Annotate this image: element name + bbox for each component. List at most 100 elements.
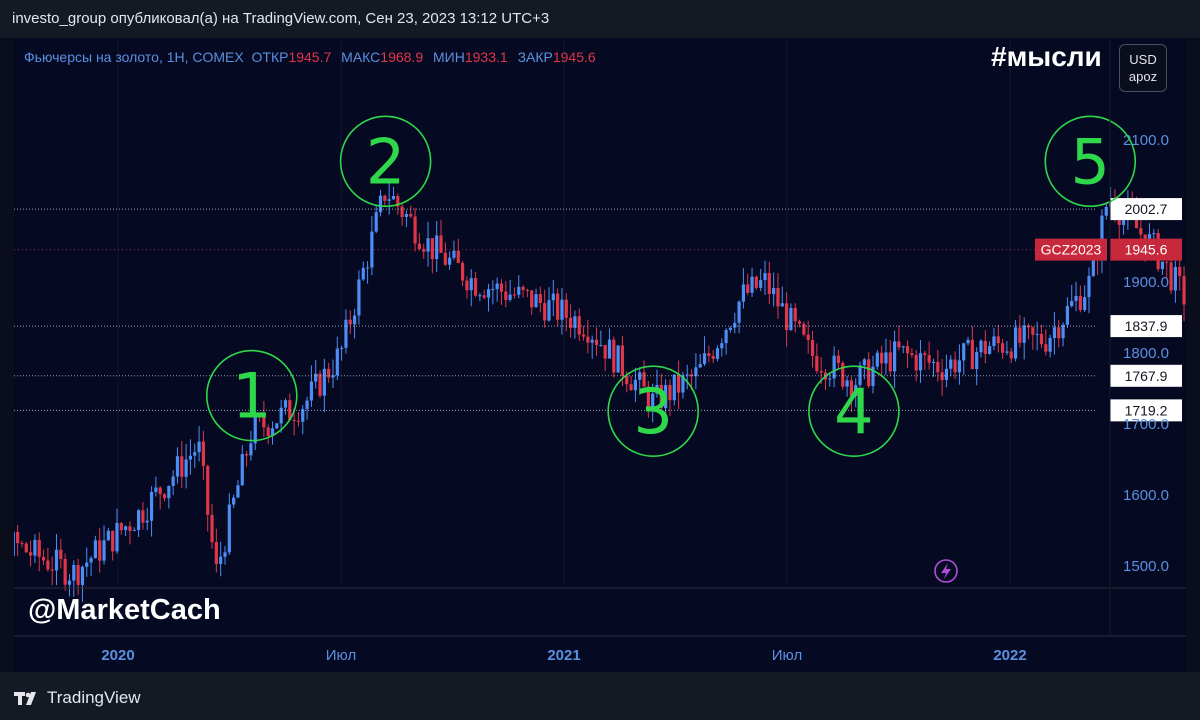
candle-body-193 [780, 303, 784, 307]
candle-body-155 [616, 345, 620, 373]
point-circle-4 [808, 365, 900, 458]
level-tag-bg-1 [1110, 315, 1182, 338]
point-label-4: 4 [834, 375, 873, 448]
candle-body-151 [599, 344, 603, 346]
candle-body-178 [715, 348, 720, 359]
candle-body-245 [1005, 351, 1009, 353]
x-tick-label-4: 2022 [993, 647, 1026, 664]
candle-body-30 [76, 564, 80, 585]
candle-body-86 [318, 373, 322, 396]
candle-body-137 [538, 294, 542, 303]
candle-body-96 [361, 267, 365, 280]
candle-body-116 [448, 257, 452, 265]
candle-body-128 [499, 283, 504, 292]
candle-body-200 [810, 339, 815, 356]
candle-body-48 [154, 487, 158, 492]
candle-body-36 [102, 540, 106, 561]
candle-body-259 [1065, 306, 1069, 325]
level-tag-label-3: 1719.2 [1125, 402, 1168, 418]
y-tick-label-2: 1700.0 [1123, 416, 1169, 433]
candle-body-117 [452, 250, 456, 258]
candle-body-163 [651, 393, 655, 410]
candle-body-31 [80, 566, 85, 585]
candle-body-69 [245, 453, 249, 456]
candle-body-72 [257, 415, 262, 417]
candle-body-81 [296, 420, 301, 422]
candle-body-198 [802, 323, 806, 335]
candle-body-161 [642, 372, 646, 387]
candle-body-206 [836, 355, 841, 363]
candle-body-153 [607, 339, 612, 359]
candle-body-212 [862, 359, 866, 366]
candle-body-240 [983, 340, 987, 354]
candlestick-chart[interactable]: 2002.7 1837.9 1767.9 1719.2 GCZ2023 1945.6 150… [14, 38, 1186, 672]
chart-area[interactable]: 2002.7 1837.9 1767.9 1719.2 GCZ2023 1945.6 150… [14, 38, 1186, 672]
candle-body-147 [581, 334, 586, 337]
currency-unit-button[interactable]: USD apoz [1119, 44, 1167, 92]
y-tick-label-5: 2100.0 [1123, 132, 1169, 149]
candle-body-263 [1083, 297, 1087, 311]
level-tag-label-1: 1837.9 [1125, 318, 1168, 334]
candle-body-271 [1117, 216, 1121, 225]
candle-body-220 [897, 341, 901, 348]
candle-body-29 [72, 564, 76, 581]
candle-body-37 [106, 530, 110, 541]
candle-body-187 [754, 276, 758, 288]
candle-body-89 [331, 375, 335, 378]
candle-body-239 [979, 340, 983, 353]
legend-open-label: ОТКР [251, 49, 289, 65]
candle-body-233 [953, 359, 957, 373]
x-tick-label-2: 2021 [547, 647, 580, 664]
candle-body-21 [37, 539, 41, 557]
candle-body-58 [197, 441, 201, 453]
point-circle-3 [607, 365, 700, 458]
candle-body-282 [1165, 261, 1169, 263]
tradingview-logo[interactable]: TradingView [14, 688, 141, 708]
candle-body-204 [828, 378, 832, 380]
candle-body-132 [517, 286, 521, 295]
candle-body-104 [396, 196, 400, 207]
y-tick-label-1: 1600.0 [1123, 487, 1169, 504]
legend-high-value: 1968.9 [380, 49, 424, 65]
candle-body-107 [409, 213, 413, 217]
candle-body-242 [992, 336, 996, 347]
candle-body-216 [880, 352, 884, 364]
candle-body-39 [115, 522, 119, 552]
candle-body-231 [944, 368, 949, 380]
instrument-tag-label: GCZ2023 [1041, 242, 1102, 258]
candle-body-25 [54, 549, 59, 571]
candle-body-224 [914, 354, 918, 371]
candle-body-22 [41, 556, 46, 561]
last-price-tag-label: 1945.6 [1125, 242, 1168, 258]
candle-body-285 [1178, 266, 1182, 277]
candle-body-46 [145, 520, 149, 523]
candle-body-144 [569, 317, 573, 328]
candle-body-146 [577, 316, 581, 335]
published-text: investo_group опубликовал(а) на TradingV… [12, 10, 550, 27]
candle-body-223 [910, 353, 914, 355]
candle-body-105 [400, 206, 404, 217]
candle-body-197 [797, 321, 802, 324]
candle-body-181 [728, 327, 733, 330]
candle-body-158 [629, 384, 633, 391]
candle-body-98 [370, 231, 374, 268]
legend-title: Фьючерсы на золото, 1Н, COMEX [24, 49, 244, 65]
candle-body-126 [491, 289, 495, 291]
candle-body-142 [560, 299, 564, 320]
legend-close-value: 1945.6 [552, 49, 596, 65]
candle-body-162 [646, 386, 650, 410]
hashtag-label: #мысли [991, 41, 1102, 72]
currency-line-2: apoz [1128, 69, 1158, 84]
candle-body-230 [940, 372, 944, 380]
candle-body-122 [473, 278, 478, 296]
candle-body-70 [249, 443, 253, 456]
candle-body-66 [232, 497, 236, 505]
candle-body-214 [871, 366, 875, 387]
candle-body-77 [279, 407, 283, 424]
candle-body-91 [340, 347, 344, 349]
candle-body-115 [443, 252, 447, 265]
candle-body-157 [625, 375, 629, 385]
candle-body-26 [59, 549, 63, 560]
candle-body-201 [815, 355, 819, 372]
candle-body-129 [504, 291, 508, 300]
